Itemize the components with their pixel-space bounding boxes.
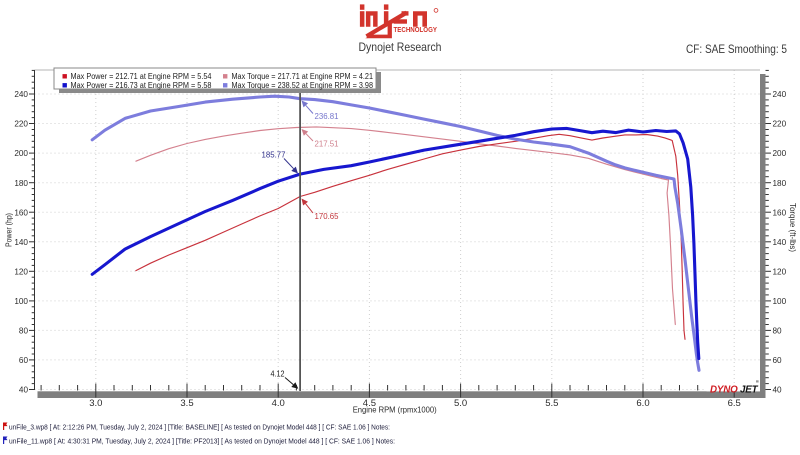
svg-text:240: 240: [14, 90, 28, 99]
svg-text:160: 160: [14, 208, 28, 217]
svg-text:220: 220: [14, 120, 28, 129]
svg-text:unFile_11.wp8 [ At: 4:30:31 PM: unFile_11.wp8 [ At: 4:30:31 PM, Tuesday,…: [9, 437, 395, 446]
svg-text:200: 200: [14, 149, 28, 158]
svg-text:80: 80: [19, 327, 29, 336]
svg-text:Torque (ft-lbs): Torque (ft-lbs): [788, 203, 797, 252]
svg-text:180: 180: [773, 179, 787, 188]
svg-text:JET: JET: [740, 384, 759, 395]
svg-text:80: 80: [773, 327, 783, 336]
svg-text:40: 40: [773, 386, 783, 395]
svg-text:4.0: 4.0: [272, 398, 285, 409]
svg-text:3.5: 3.5: [180, 398, 193, 409]
svg-text:100: 100: [14, 297, 28, 306]
svg-text:Max Torque = 238.52 at Engine: Max Torque = 238.52 at Engine RPM = 3.98: [232, 81, 374, 90]
svg-text:Max Torque = 217.71 at Engine: Max Torque = 217.71 at Engine RPM = 4.21: [232, 72, 374, 81]
svg-text:6.0: 6.0: [636, 398, 649, 409]
svg-text:4.5: 4.5: [363, 398, 376, 409]
svg-text:170.65: 170.65: [315, 211, 339, 221]
svg-text:140: 140: [14, 238, 28, 247]
svg-text:140: 140: [773, 238, 787, 247]
svg-text:Dynojet Research: Dynojet Research: [359, 40, 442, 54]
svg-text:unFile_3.wp8 [ At: 2:12:26 PM,: unFile_3.wp8 [ At: 2:12:26 PM, Tuesday, …: [9, 423, 390, 432]
svg-text:220: 220: [773, 120, 787, 129]
svg-text:240: 240: [773, 90, 787, 99]
svg-text:60: 60: [773, 356, 783, 365]
svg-text:DYNO: DYNO: [710, 384, 738, 395]
svg-text:Max Power = 216.73 at Engine R: Max Power = 216.73 at Engine RPM = 5.58: [71, 81, 213, 90]
svg-text:Engine RPM (rpmx1000): Engine RPM (rpmx1000): [353, 405, 437, 414]
svg-text:40: 40: [19, 386, 29, 395]
svg-text:217.51: 217.51: [315, 139, 339, 149]
svg-text:185.77: 185.77: [262, 150, 286, 160]
svg-text:180: 180: [14, 179, 28, 188]
svg-text:3.0: 3.0: [89, 398, 102, 409]
svg-text:60: 60: [19, 356, 29, 365]
svg-text:Max Power = 212.71 at Engine R: Max Power = 212.71 at Engine RPM = 5.54: [71, 72, 213, 81]
svg-text:100: 100: [773, 297, 787, 306]
svg-text:Power (hp): Power (hp): [5, 213, 14, 247]
svg-text:160: 160: [773, 208, 787, 217]
svg-text:5.5: 5.5: [545, 398, 558, 409]
svg-text:TECHNOLOGY: TECHNOLOGY: [394, 27, 438, 34]
svg-text:120: 120: [14, 267, 28, 276]
svg-text:236.81: 236.81: [315, 111, 339, 121]
svg-text:CF: SAE Smoothing: 5: CF: SAE Smoothing: 5: [686, 42, 787, 56]
svg-text:120: 120: [773, 267, 787, 276]
svg-text:5.0: 5.0: [454, 398, 467, 409]
svg-text:4.12: 4.12: [271, 369, 285, 379]
svg-text:6.5: 6.5: [728, 398, 741, 409]
svg-text:200: 200: [773, 149, 787, 158]
